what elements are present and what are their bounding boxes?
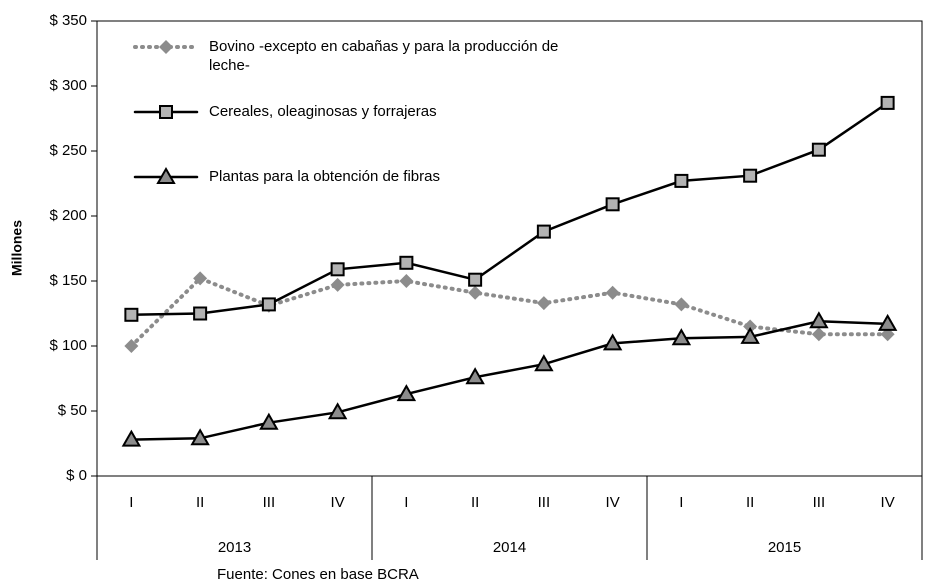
point [743,168,758,183]
x-tick-label: II [746,494,754,511]
legend-label: Plantas para la obtención de fibras [209,168,440,185]
legend-label: Bovino -excepto en cabañas y para la pro… [209,38,559,74]
x-tick-label: IV [606,494,620,511]
point [259,412,279,430]
point [536,296,551,311]
point [261,297,276,312]
x-tick-label: I [129,494,133,511]
group-label: 2013 [218,539,251,556]
point [193,306,208,321]
point [190,428,210,446]
series-line [130,101,889,317]
point [330,277,345,292]
point [740,326,760,344]
x-tick-label: I [679,494,683,511]
y-tick-label: $ 300 [49,77,87,94]
y-axis-label: Millones [9,220,25,276]
point [811,142,826,157]
point [534,354,554,372]
point [468,272,483,287]
x-tick-label: IV [331,494,345,511]
point [605,197,620,212]
legend-marker [159,105,173,119]
y-tick-label: $ 250 [49,142,87,159]
point [809,311,829,329]
point [330,262,345,277]
point [674,173,689,188]
point [536,224,551,239]
y-tick-label: $ 100 [49,337,87,354]
legend-entry: Bovino -excepto en cabañas y para la pro… [209,38,559,74]
y-tick-label: $ 150 [49,272,87,289]
y-tick-label: $ 50 [58,402,87,419]
point [327,402,348,420]
point [671,328,692,346]
x-tick-label: III [813,494,826,511]
point [399,255,414,270]
legend-marker [159,40,173,54]
point [465,367,485,385]
x-tick-label: II [471,494,479,511]
source: Fuente: Cones en base BCRA [217,566,419,583]
series-line [130,320,889,441]
point [674,297,689,312]
point [396,384,417,402]
x-tick-label: IV [881,494,895,511]
series-line [129,276,890,348]
point [121,429,142,447]
group-label: 2014 [493,539,526,556]
plot-frame [96,20,923,477]
legend-marker [156,166,176,184]
x-tick-label: III [538,494,551,511]
point [399,274,414,288]
point [193,271,208,286]
point [605,285,620,300]
point [468,285,483,300]
y-tick-label: $ 0 [66,467,87,484]
y-tick-label: $ 350 [49,12,87,29]
point [880,95,895,110]
legend-entry: Cereales, oleaginosas y forrajeras [209,103,437,120]
group-label: 2015 [768,539,801,556]
x-tick-label: III [263,494,276,511]
y-tick-label: $ 200 [49,207,87,224]
legend-label: Cereales, oleaginosas y forrajeras [209,103,437,120]
point [743,319,758,334]
x-tick-label: II [196,494,204,511]
point [124,307,139,322]
x-tick-label: I [404,494,408,511]
point [124,339,139,353]
point [602,333,623,351]
legend-entry: Plantas para la obtención de fibras [209,168,440,185]
point [877,313,898,331]
point [811,327,826,342]
